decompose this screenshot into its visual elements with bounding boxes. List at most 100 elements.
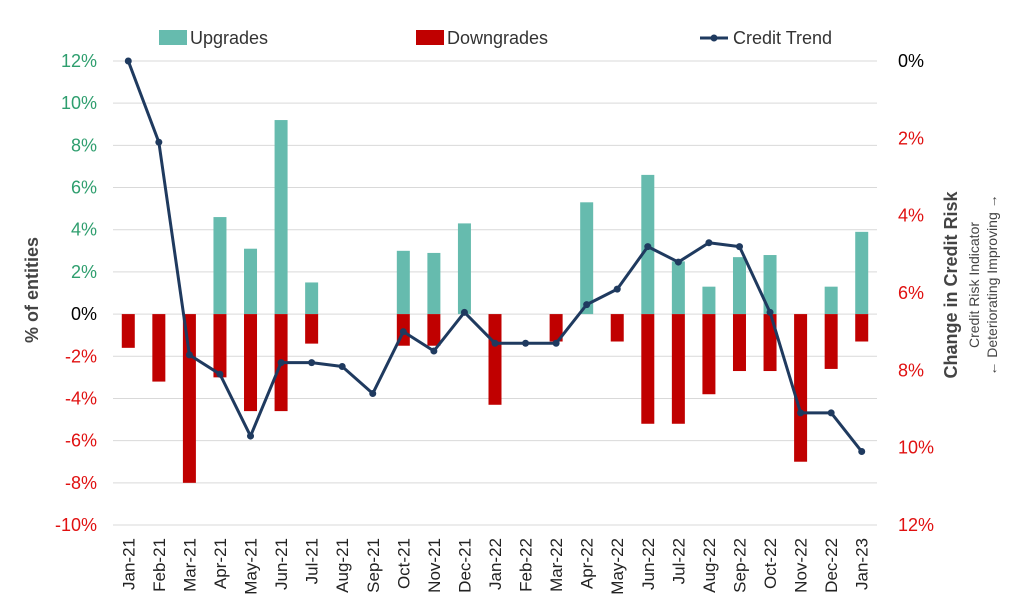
x-tick-label: Nov-21 (425, 538, 444, 593)
bar-upgrades (855, 231, 869, 315)
trend-point (308, 359, 316, 367)
trend-point (185, 351, 193, 359)
x-tick-label: May-22 (608, 538, 627, 595)
trend-point (216, 370, 224, 378)
left-tick-label: 2% (71, 262, 97, 282)
legend-label-downgrades: Downgrades (447, 28, 548, 48)
right-tick-label: 0% (898, 51, 924, 71)
trend-point (858, 448, 866, 456)
bar-downgrades (794, 314, 808, 462)
right-tick-label: 6% (898, 283, 924, 303)
x-tick-label: Oct-21 (394, 538, 413, 589)
bar-downgrades (121, 314, 135, 348)
trend-point (735, 243, 743, 251)
trend-point (491, 339, 499, 347)
trend-point (369, 390, 377, 398)
bar-downgrades (244, 314, 258, 412)
bar-upgrades (396, 250, 410, 315)
x-tick-label: Dec-22 (822, 538, 841, 593)
bar-downgrades (610, 314, 624, 342)
trend-point (522, 339, 530, 347)
bar-downgrades (763, 314, 777, 372)
bar-downgrades (152, 314, 166, 382)
left-tick-label: -6% (65, 431, 97, 451)
trend-point (613, 285, 621, 293)
x-tick-label: Jan-21 (119, 538, 138, 590)
bar-downgrades (671, 314, 685, 424)
legend-label-upgrades: Upgrades (190, 28, 268, 48)
x-tick-label: Apr-21 (211, 538, 230, 589)
x-tick-label: Aug-22 (700, 538, 719, 593)
x-tick-label: Dec-21 (455, 538, 474, 593)
left-tick-label: 8% (71, 135, 97, 155)
bar-downgrades (427, 314, 441, 346)
bar-downgrades (488, 314, 502, 405)
left-tick-label: -2% (65, 346, 97, 366)
left-axis-ticks: 12% 10% 8% 6% 4% 2% 0% -2% -4% -6% -8% -10% (55, 51, 97, 535)
x-tick-label: Mar-21 (180, 538, 199, 592)
legend: Upgrades Downgrades Credit Trend (159, 28, 832, 48)
right-tick-label: 8% (898, 360, 924, 380)
trend-point (797, 409, 805, 417)
bar-upgrades (763, 255, 777, 315)
legend-item-credit-trend: Credit Trend (700, 28, 832, 48)
bar-upgrades (702, 286, 716, 315)
left-tick-label: -8% (65, 473, 97, 493)
bar-upgrades (824, 286, 838, 315)
legend-item-upgrades: Upgrades (159, 28, 268, 48)
trend-point (430, 347, 438, 355)
trend-point (277, 359, 285, 367)
x-tick-label: Feb-21 (150, 538, 169, 592)
bar-upgrades (580, 202, 594, 315)
x-tick-label: Jan-23 (853, 538, 872, 590)
x-tick-label: Mar-22 (547, 538, 566, 592)
x-tick-label: Jan-22 (486, 538, 505, 590)
bar-upgrades (457, 223, 471, 315)
x-tick-label: Jul-21 (303, 538, 322, 584)
left-tick-label: -10% (55, 515, 97, 535)
left-tick-label: -4% (65, 388, 97, 408)
x-tick-label: Jun-22 (639, 538, 658, 590)
bar-upgrades (213, 217, 227, 315)
bar-upgrades (244, 248, 258, 315)
left-tick-label: 10% (61, 93, 97, 113)
x-tick-label: Nov-22 (792, 538, 811, 593)
x-tick-label: Jul-22 (669, 538, 688, 584)
trend-point (124, 57, 132, 65)
x-tick-label: Sep-21 (364, 538, 383, 593)
left-tick-label: 4% (71, 220, 97, 240)
legend-marker-credit-trend (710, 34, 718, 42)
trend-point (399, 328, 407, 336)
trend-point (460, 308, 468, 316)
legend-swatch-downgrades (416, 30, 444, 45)
bar-downgrades (702, 314, 716, 395)
trend-point (766, 308, 774, 316)
x-tick-label: Apr-22 (578, 538, 597, 589)
trend-point (552, 339, 560, 347)
x-tick-label: May-21 (242, 538, 261, 595)
trend-point (247, 432, 255, 440)
x-axis-ticks: Jan-21 Feb-21 Mar-21 Apr-21 May-21 Jun-21 Jul-… (119, 538, 871, 595)
trend-point (644, 243, 652, 251)
bar-downgrades (641, 314, 655, 424)
trend-point (583, 301, 591, 309)
trend-point (705, 239, 713, 247)
right-axis-subtitle: Credit Risk Indicator (966, 222, 982, 348)
right-tick-label: 2% (898, 128, 924, 148)
bar-upgrades (671, 261, 685, 315)
left-tick-label: 0% (71, 304, 97, 324)
bar-downgrades (732, 314, 746, 372)
bar-upgrades (305, 282, 319, 315)
credit-trend-series (124, 57, 866, 456)
right-axis-direction-label: ← Deteriorating Improving → (984, 194, 1000, 375)
bar-downgrades (855, 314, 869, 342)
right-tick-label: 4% (898, 206, 924, 226)
trend-point (827, 409, 835, 417)
trend-point (155, 138, 163, 146)
right-tick-label: 10% (898, 438, 934, 458)
x-tick-label: Aug-21 (333, 538, 352, 593)
right-axis-title: Change in Credit Risk (941, 190, 961, 378)
bar-upgrades (732, 257, 746, 315)
left-tick-label: 6% (71, 178, 97, 198)
bar-series (121, 120, 869, 483)
